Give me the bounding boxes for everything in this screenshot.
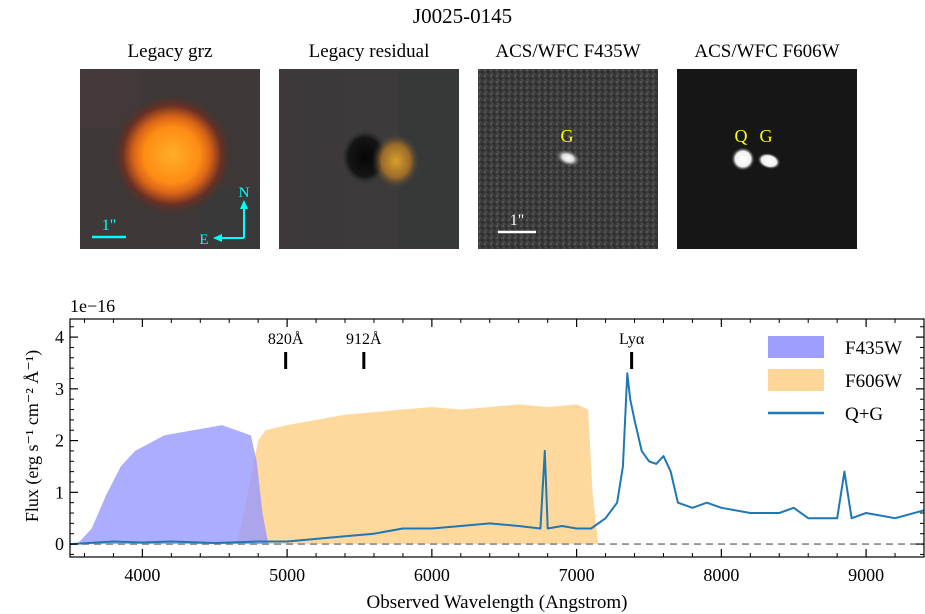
f435w-image: G 1" [478,69,658,249]
scale-bar-label: 1" [102,217,117,234]
figure-title: J0025-0145 [412,4,513,28]
x-tick-label: 4000 [124,565,160,585]
line-marker-label: Lyα [619,331,645,348]
y-tick-label: 0 [55,534,64,554]
panel-title-f606w: ACS/WFC F606W [694,41,840,62]
x-tick-label: 9000 [848,565,884,585]
line-marker-label: 820Å [268,330,304,348]
x-tick-label: 7000 [559,565,595,585]
galaxy-label-g: G [561,126,574,146]
legacy-residual-image [279,69,459,249]
galaxy-label-g: G [760,126,773,146]
f606w-filter-area [236,404,599,545]
x-tick-label: 6000 [414,565,450,585]
spectrum-line-q-g [70,372,924,546]
panel-title-legacy-residual: Legacy residual [308,41,430,62]
quasar-label-q: Q [735,126,748,146]
panel-title-f435w: ACS/WFC F435W [495,41,641,62]
f435w-filter-area [77,425,269,545]
x-tick-label: 8000 [703,565,739,585]
compass-north-arrowhead [240,200,248,209]
legend-swatch-f606w [768,369,824,391]
compass-east-label: E [199,232,208,248]
y-tick-label: 1 [55,482,64,502]
legacy-grz-image: 1" N E [80,69,260,249]
legend-label: F606W [845,371,902,392]
y-tick-label: 2 [55,431,64,451]
y-axis-label: Flux (erg s⁻¹ cm⁻² Å⁻¹) [22,350,43,522]
panel-title-legacy-grz: Legacy grz [127,41,213,62]
compass-north-label: N [239,185,250,201]
y-tick-label: 4 [55,327,64,347]
scale-bar-label: 1" [510,212,525,229]
f606w-image: Q G [677,69,857,249]
legend-swatch-f435w [768,336,824,358]
y-tick-label: 3 [55,379,64,399]
plot-frame [69,318,925,558]
line-marker-label: 912Å [346,330,382,348]
compass-east-arrowhead [213,234,222,242]
offset-label: 1e−16 [70,296,115,316]
x-tick-label: 5000 [269,565,305,585]
legend-label: Q+G [845,404,883,425]
x-axis-label: Observed Wavelength (Angstrom) [367,592,628,613]
legend-label: F435W [845,338,902,359]
